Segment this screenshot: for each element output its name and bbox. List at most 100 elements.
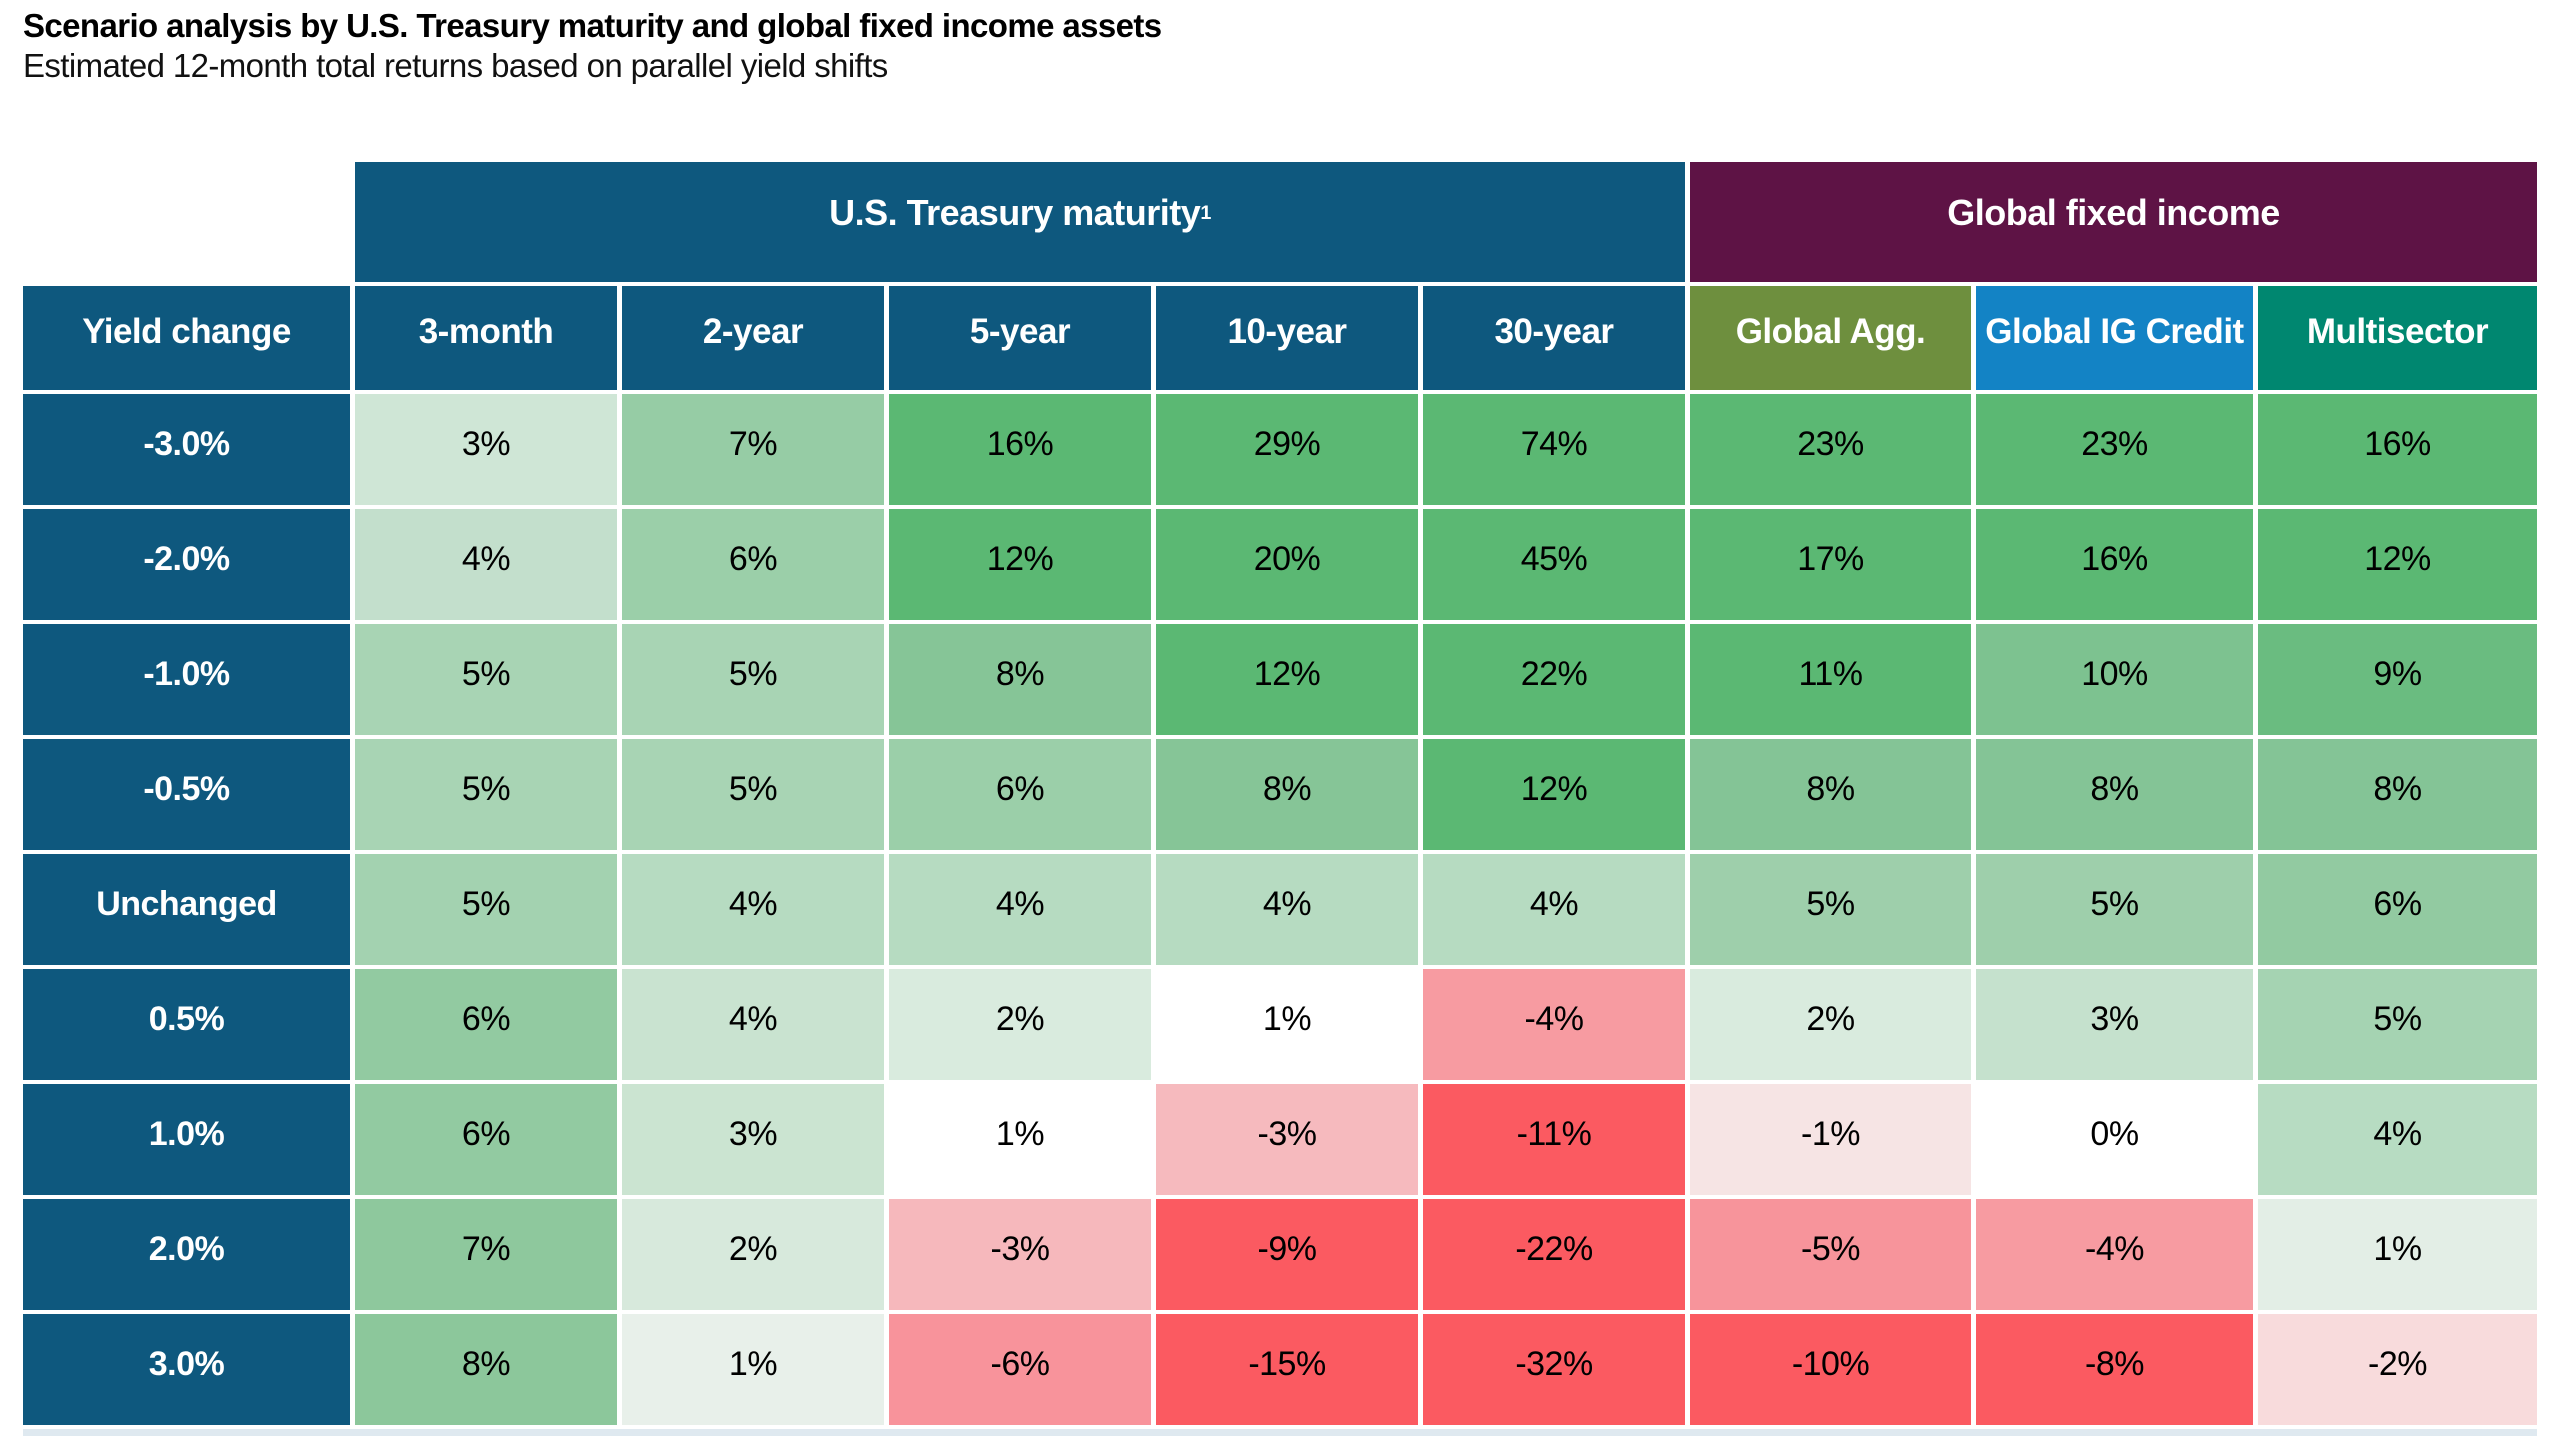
return-cell: 5%: [2258, 969, 2537, 1080]
return-cell: -6%: [889, 1314, 1151, 1425]
return-cell: -10%: [1690, 1314, 1971, 1425]
column-header-5-year: 5-year: [889, 286, 1151, 390]
return-cell: 5%: [355, 624, 617, 735]
table-bottom-strip: [23, 1429, 2537, 1436]
return-cell: 16%: [889, 394, 1151, 505]
return-cell: 6%: [355, 1084, 617, 1195]
return-cell: 5%: [355, 854, 617, 965]
return-cell: 4%: [889, 854, 1151, 965]
return-cell: 6%: [355, 969, 617, 1080]
return-cell: 5%: [622, 739, 884, 850]
column-header-global-agg-: Global Agg.: [1690, 286, 1971, 390]
return-cell: 7%: [355, 1199, 617, 1310]
column-header-2-year: 2-year: [622, 286, 884, 390]
return-cell: 4%: [1156, 854, 1418, 965]
return-cell: 16%: [1976, 509, 2253, 620]
row-label: -0.5%: [23, 739, 350, 850]
return-cell: 11%: [1690, 624, 1971, 735]
return-cell: -11%: [1423, 1084, 1685, 1195]
return-cell: 5%: [1976, 854, 2253, 965]
return-cell: 6%: [2258, 854, 2537, 965]
return-cell: -3%: [1156, 1084, 1418, 1195]
corner-spacer: [23, 162, 350, 282]
return-cell: 3%: [355, 394, 617, 505]
return-cell: 10%: [1976, 624, 2253, 735]
column-header-global-ig-credit: Global IG Credit: [1976, 286, 2253, 390]
return-cell: 16%: [2258, 394, 2537, 505]
row-label: 0.5%: [23, 969, 350, 1080]
return-cell: 29%: [1156, 394, 1418, 505]
return-cell: 4%: [1423, 854, 1685, 965]
return-cell: -8%: [1976, 1314, 2253, 1425]
row-label: Unchanged: [23, 854, 350, 965]
title-block: Scenario analysis by U.S. Treasury matur…: [23, 6, 1162, 86]
column-header-10-year: 10-year: [1156, 286, 1418, 390]
page-title: Scenario analysis by U.S. Treasury matur…: [23, 7, 1162, 44]
return-cell: 22%: [1423, 624, 1685, 735]
page-subtitle: Estimated 12-month total returns based o…: [23, 47, 888, 84]
return-cell: 1%: [1156, 969, 1418, 1080]
return-cell: 20%: [1156, 509, 1418, 620]
row-label: 1.0%: [23, 1084, 350, 1195]
group-header-label: U.S. Treasury maturity: [829, 192, 1201, 233]
return-cell: 1%: [622, 1314, 884, 1425]
return-cell: 12%: [889, 509, 1151, 620]
returns-table: U.S. Treasury maturity 1 Global fixed inco…: [23, 162, 2537, 1425]
return-cell: 4%: [2258, 1084, 2537, 1195]
return-cell: 2%: [889, 969, 1151, 1080]
return-cell: 12%: [1156, 624, 1418, 735]
return-cell: 4%: [622, 969, 884, 1080]
return-cell: 3%: [1976, 969, 2253, 1080]
group-header-treasury: U.S. Treasury maturity 1: [355, 162, 1685, 282]
group-header-label: Global fixed income: [1947, 192, 2280, 233]
return-cell: 9%: [2258, 624, 2537, 735]
return-cell: -5%: [1690, 1199, 1971, 1310]
return-cell: 8%: [1690, 739, 1971, 850]
return-cell: 23%: [1976, 394, 2253, 505]
return-cell: -2%: [2258, 1314, 2537, 1425]
return-cell: -4%: [1976, 1199, 2253, 1310]
return-cell: 6%: [622, 509, 884, 620]
return-cell: 4%: [622, 854, 884, 965]
return-cell: -15%: [1156, 1314, 1418, 1425]
return-cell: 1%: [2258, 1199, 2537, 1310]
row-label: -3.0%: [23, 394, 350, 505]
return-cell: 8%: [889, 624, 1151, 735]
return-cell: 1%: [889, 1084, 1151, 1195]
return-cell: 23%: [1690, 394, 1971, 505]
return-cell: 4%: [355, 509, 617, 620]
return-cell: -22%: [1423, 1199, 1685, 1310]
column-header-multisector: Multisector: [2258, 286, 2537, 390]
row-label: -2.0%: [23, 509, 350, 620]
return-cell: 6%: [889, 739, 1151, 850]
return-cell: 5%: [1690, 854, 1971, 965]
return-cell: 2%: [622, 1199, 884, 1310]
return-cell: 0%: [1976, 1084, 2253, 1195]
return-cell: 8%: [355, 1314, 617, 1425]
return-cell: 12%: [1423, 739, 1685, 850]
column-header-3-month: 3-month: [355, 286, 617, 390]
return-cell: -4%: [1423, 969, 1685, 1080]
column-header-30-year: 30-year: [1423, 286, 1685, 390]
return-cell: 12%: [2258, 509, 2537, 620]
row-label-header: Yield change: [23, 286, 350, 390]
return-cell: 2%: [1690, 969, 1971, 1080]
return-cell: 8%: [1156, 739, 1418, 850]
return-cell: 8%: [2258, 739, 2537, 850]
return-cell: 17%: [1690, 509, 1971, 620]
row-label: 3.0%: [23, 1314, 350, 1425]
return-cell: 74%: [1423, 394, 1685, 505]
return-cell: -3%: [889, 1199, 1151, 1310]
return-cell: 5%: [622, 624, 884, 735]
return-cell: 7%: [622, 394, 884, 505]
return-cell: -32%: [1423, 1314, 1685, 1425]
return-cell: -1%: [1690, 1084, 1971, 1195]
return-cell: 3%: [622, 1084, 884, 1195]
return-cell: 45%: [1423, 509, 1685, 620]
row-label: 2.0%: [23, 1199, 350, 1310]
group-header-global: Global fixed income: [1690, 162, 2537, 282]
return-cell: -9%: [1156, 1199, 1418, 1310]
return-cell: 5%: [355, 739, 617, 850]
row-label: -1.0%: [23, 624, 350, 735]
